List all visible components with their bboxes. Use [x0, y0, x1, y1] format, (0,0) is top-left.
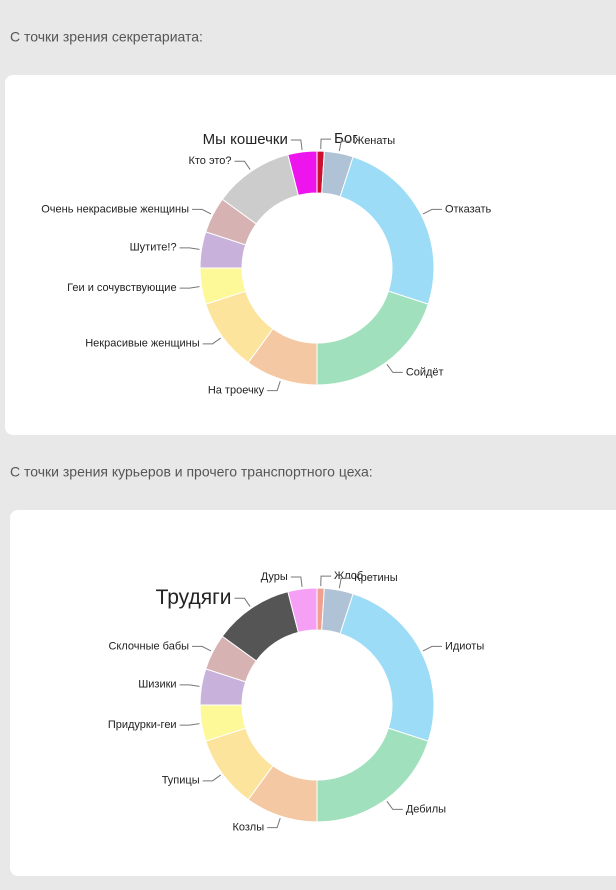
- slice-label: Отказать: [445, 203, 492, 215]
- leader-line: [234, 597, 251, 607]
- section-heading: С точки зрения курьеров и прочего трансп…: [10, 464, 373, 480]
- slice-label: Кретины: [354, 572, 398, 584]
- leader-line: [202, 774, 222, 782]
- leader-line: [422, 645, 442, 652]
- leader-line: [338, 140, 352, 152]
- leader-line: [179, 723, 200, 726]
- card: [5, 75, 616, 435]
- slice-label: Идиоты: [445, 640, 484, 652]
- donut-segment: [287, 150, 318, 196]
- leader-line: [192, 645, 212, 652]
- slice-label: Тупицы: [162, 775, 200, 787]
- leader-line: [386, 363, 403, 373]
- slice-label: На троечку: [208, 385, 265, 397]
- leader-line: [320, 575, 332, 587]
- slice-label: Геи и сочувствующие: [67, 282, 176, 294]
- card: [10, 510, 616, 876]
- slice-label: Трудяги: [156, 586, 232, 609]
- slice-label: Козлы: [232, 822, 264, 834]
- leader-line: [202, 337, 222, 345]
- leader-line: [234, 160, 251, 170]
- leader-line: [290, 576, 303, 588]
- slice-label: Кто это?: [188, 155, 231, 167]
- slice-label: Дебилы: [406, 803, 446, 815]
- leader-line: [267, 381, 281, 392]
- leader-line: [290, 139, 303, 151]
- slice-label: Сойдёт: [406, 366, 444, 378]
- slice-label: Дуры: [261, 571, 288, 583]
- slice-label: Склочные бабы: [108, 640, 189, 652]
- slice-label: Некрасивые женщины: [85, 338, 199, 350]
- donut-segment: [287, 587, 318, 633]
- section-heading: С точки зрения секретариата:: [10, 29, 203, 45]
- slice-label: Бог: [334, 130, 358, 147]
- slice-label: Шутите!?: [130, 242, 177, 254]
- leader-line: [179, 247, 200, 250]
- slice-label: Придурки-геи: [108, 719, 177, 731]
- leader-line: [267, 818, 281, 829]
- slice-label: Очень некрасивые женщины: [41, 203, 189, 215]
- slice-label: Шизики: [138, 679, 176, 691]
- slice-label: Мы кошечки: [203, 131, 288, 148]
- leader-line: [192, 208, 212, 215]
- leader-line: [422, 208, 442, 215]
- leader-line: [179, 684, 200, 687]
- slice-label: Женаты: [354, 135, 395, 147]
- leader-line: [320, 138, 332, 150]
- leader-line: [338, 577, 352, 589]
- leader-line: [179, 286, 200, 289]
- leader-line: [386, 800, 403, 810]
